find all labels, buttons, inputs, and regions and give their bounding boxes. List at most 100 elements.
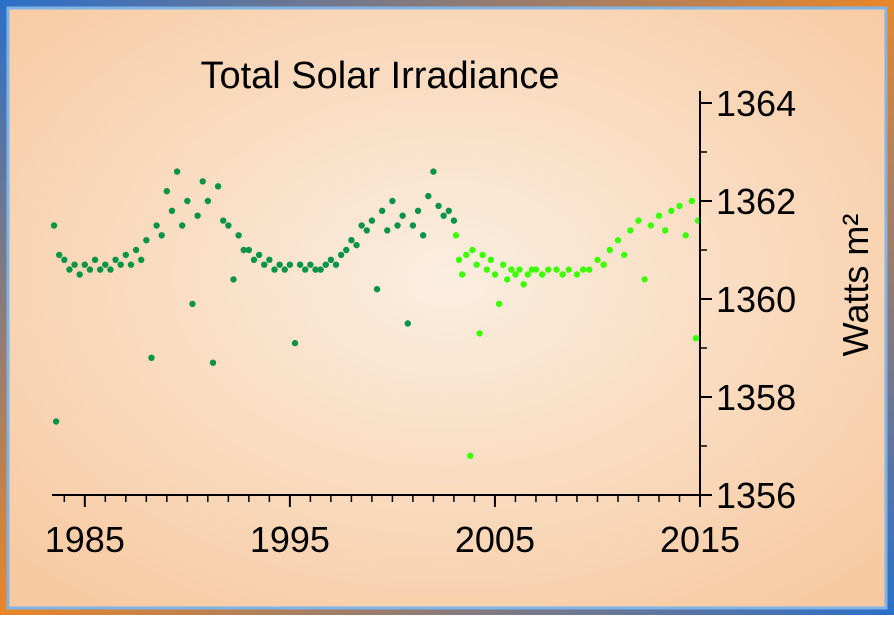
data-point bbox=[287, 262, 293, 268]
data-point bbox=[641, 276, 647, 282]
data-point bbox=[328, 257, 334, 263]
data-point bbox=[338, 252, 344, 258]
data-point bbox=[261, 262, 267, 268]
data-point bbox=[138, 257, 144, 263]
data-point bbox=[453, 232, 459, 238]
data-point bbox=[153, 222, 159, 228]
data-point bbox=[500, 262, 506, 268]
y-tick-label: 1358 bbox=[716, 377, 796, 418]
data-point bbox=[484, 266, 490, 272]
data-point bbox=[435, 203, 441, 209]
data-point bbox=[473, 262, 479, 268]
data-point bbox=[566, 266, 572, 272]
data-point bbox=[323, 262, 329, 268]
data-point bbox=[194, 213, 200, 219]
data-point bbox=[179, 222, 185, 228]
data-point bbox=[164, 188, 170, 194]
data-point bbox=[520, 281, 526, 287]
data-point bbox=[492, 271, 498, 277]
data-point bbox=[456, 257, 462, 263]
data-point bbox=[379, 208, 385, 214]
data-point bbox=[266, 257, 272, 263]
data-point bbox=[621, 252, 627, 258]
data-point bbox=[374, 286, 380, 292]
data-point bbox=[539, 271, 545, 277]
data-point bbox=[215, 183, 221, 189]
data-point bbox=[123, 252, 129, 258]
data-point bbox=[525, 271, 531, 277]
y-tick-label: 1364 bbox=[716, 83, 796, 124]
data-point bbox=[225, 222, 231, 228]
data-point bbox=[508, 266, 514, 272]
data-point bbox=[71, 262, 77, 268]
data-point bbox=[545, 266, 551, 272]
data-point bbox=[292, 340, 298, 346]
data-point bbox=[446, 208, 452, 214]
data-point bbox=[656, 213, 662, 219]
data-point bbox=[574, 271, 580, 277]
data-point bbox=[200, 178, 206, 184]
data-point bbox=[533, 266, 539, 272]
data-point bbox=[488, 257, 494, 263]
data-point bbox=[148, 355, 154, 361]
data-point bbox=[76, 271, 82, 277]
data-point bbox=[189, 301, 195, 307]
data-point bbox=[302, 266, 308, 272]
data-point bbox=[635, 217, 641, 223]
data-point bbox=[205, 198, 211, 204]
data-point bbox=[420, 232, 426, 238]
data-point bbox=[92, 257, 98, 263]
y-tick-label: 1362 bbox=[716, 181, 796, 222]
data-point bbox=[143, 237, 149, 243]
data-point bbox=[410, 222, 416, 228]
data-point bbox=[615, 237, 621, 243]
data-point bbox=[66, 266, 72, 272]
data-point bbox=[399, 213, 405, 219]
y-tick-label: 1360 bbox=[716, 279, 796, 320]
data-point bbox=[210, 360, 216, 366]
data-point bbox=[425, 193, 431, 199]
data-point bbox=[343, 247, 349, 253]
data-point bbox=[668, 208, 674, 214]
data-point bbox=[107, 266, 113, 272]
data-point bbox=[56, 252, 62, 258]
data-point bbox=[184, 198, 190, 204]
data-point bbox=[159, 232, 165, 238]
data-point bbox=[358, 222, 364, 228]
data-point bbox=[496, 301, 502, 307]
data-point bbox=[61, 257, 67, 263]
x-tick-label: 1985 bbox=[45, 519, 125, 560]
data-point bbox=[297, 262, 303, 268]
data-point bbox=[102, 262, 108, 268]
data-point bbox=[169, 208, 175, 214]
data-point bbox=[648, 222, 654, 228]
x-tick-label: 1995 bbox=[250, 519, 330, 560]
data-point bbox=[451, 217, 457, 223]
data-point bbox=[271, 266, 277, 272]
data-point bbox=[276, 262, 282, 268]
y-axis-label: Watts m² bbox=[835, 214, 876, 357]
data-point bbox=[459, 271, 465, 277]
data-point bbox=[479, 252, 485, 258]
data-point bbox=[516, 266, 522, 272]
data-point bbox=[251, 257, 257, 263]
data-point bbox=[580, 266, 586, 272]
y-tick-label: 1356 bbox=[716, 475, 796, 516]
data-point bbox=[676, 203, 682, 209]
data-point bbox=[693, 335, 699, 341]
data-point bbox=[87, 266, 93, 272]
data-point bbox=[469, 247, 475, 253]
data-point bbox=[689, 198, 695, 204]
data-point bbox=[51, 222, 57, 228]
data-point bbox=[594, 257, 600, 263]
data-point bbox=[348, 237, 354, 243]
data-point bbox=[467, 453, 473, 459]
data-point bbox=[128, 262, 134, 268]
data-point bbox=[235, 232, 241, 238]
x-tick-label: 2005 bbox=[455, 519, 535, 560]
data-point bbox=[600, 262, 606, 268]
data-point bbox=[82, 262, 88, 268]
data-point bbox=[256, 252, 262, 258]
data-point bbox=[415, 208, 421, 214]
data-point bbox=[282, 266, 288, 272]
